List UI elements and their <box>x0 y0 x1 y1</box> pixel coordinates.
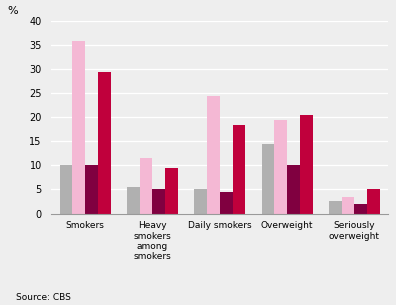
Bar <box>59 165 72 213</box>
Text: %: % <box>8 5 18 16</box>
Bar <box>140 158 152 214</box>
Bar <box>261 144 274 213</box>
Bar <box>127 187 140 214</box>
Bar <box>98 72 111 214</box>
Bar <box>300 115 313 214</box>
Bar <box>152 189 165 214</box>
Bar <box>354 204 367 214</box>
Text: Source: CBS: Source: CBS <box>16 293 71 302</box>
Bar <box>165 168 178 213</box>
Bar <box>194 189 207 214</box>
Bar <box>220 192 232 214</box>
Bar <box>274 120 287 214</box>
Bar <box>85 165 98 213</box>
Bar <box>207 96 220 214</box>
Bar <box>72 41 85 213</box>
Bar <box>329 202 342 214</box>
Bar <box>367 189 380 214</box>
Bar <box>232 125 246 214</box>
Bar <box>342 197 354 213</box>
Bar <box>287 165 300 213</box>
